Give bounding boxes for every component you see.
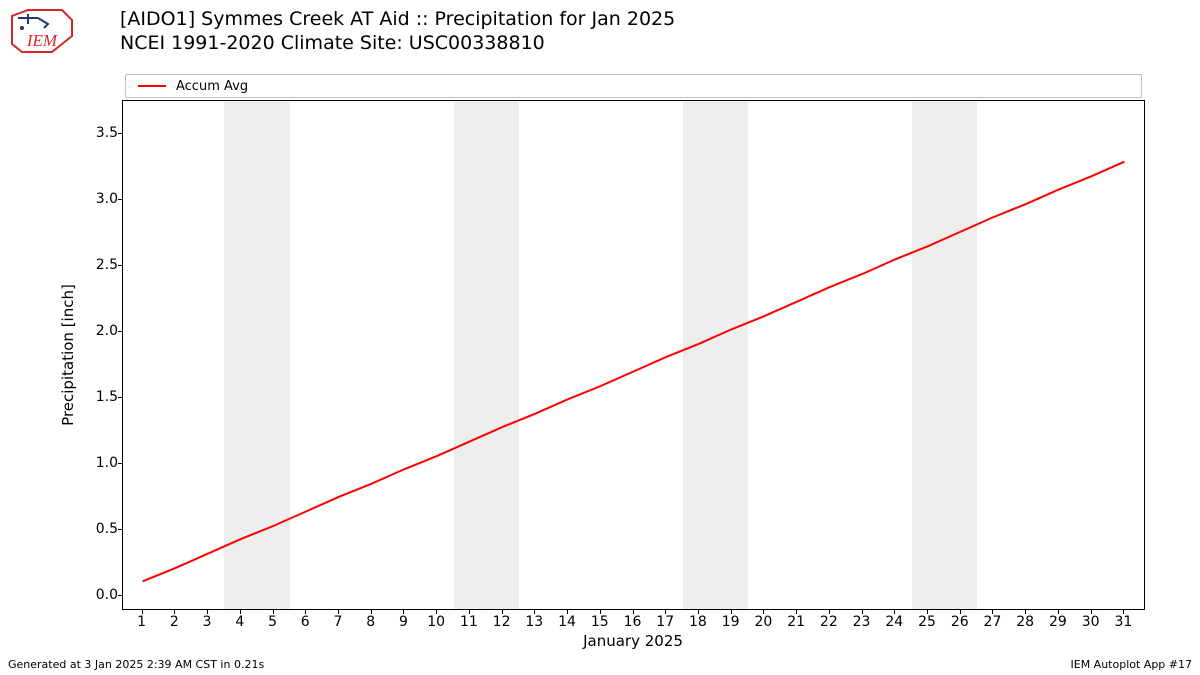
xtick-mark [796,610,797,614]
ytick-mark [118,529,122,530]
svg-text:IEM: IEM [26,31,58,50]
xtick-mark [469,610,470,614]
xtick-label: 3 [203,614,212,630]
xtick-label: 23 [853,614,871,630]
xtick-label: 16 [624,614,642,630]
ytick-label: 1.5 [96,389,118,405]
xtick-mark [534,610,535,614]
xtick-mark [338,610,339,614]
xtick-mark [305,610,306,614]
xtick-mark [960,610,961,614]
ytick-mark [118,463,122,464]
title-line-1: [AIDO1] Symmes Creek AT Aid :: Precipita… [120,8,675,32]
ytick-label: 0.0 [96,587,118,603]
xtick-mark [273,610,274,614]
xtick-mark [1025,610,1026,614]
ytick-label: 0.5 [96,521,118,537]
xtick-label: 24 [885,614,903,630]
xtick-label: 28 [1016,614,1034,630]
xtick-mark [371,610,372,614]
footer-generated: Generated at 3 Jan 2025 2:39 AM CST in 0… [8,658,264,671]
xtick-label: 15 [591,614,609,630]
ytick-mark [118,397,122,398]
xtick-mark [502,610,503,614]
xtick-label: 5 [268,614,277,630]
legend: Accum Avg [125,74,1142,98]
xtick-mark [600,610,601,614]
xtick-label: 31 [1114,614,1132,630]
plot-area [122,100,1145,610]
line-series [123,101,1144,609]
xtick-label: 9 [399,614,408,630]
xtick-mark [240,610,241,614]
xtick-label: 2 [170,614,179,630]
xtick-label: 7 [334,614,343,630]
xtick-mark [207,610,208,614]
xtick-label: 12 [493,614,511,630]
ytick-mark [118,331,122,332]
xtick-mark [862,610,863,614]
xtick-mark [436,610,437,614]
ytick-label: 3.5 [96,125,118,141]
ytick-mark [118,595,122,596]
y-axis-label: Precipitation [inch] [59,284,77,426]
ytick-label: 1.0 [96,455,118,471]
ytick-label: 2.5 [96,257,118,273]
xtick-label: 19 [722,614,740,630]
xtick-label: 27 [984,614,1002,630]
chart-title: [AIDO1] Symmes Creek AT Aid :: Precipita… [120,8,675,56]
x-axis-label: January 2025 [583,632,683,650]
legend-label: Accum Avg [176,79,248,94]
xtick-mark [403,610,404,614]
xtick-mark [1058,610,1059,614]
xtick-mark [142,610,143,614]
xtick-mark [894,610,895,614]
xtick-label: 18 [689,614,707,630]
xtick-label: 22 [820,614,838,630]
legend-swatch [138,85,166,87]
xtick-label: 25 [918,614,936,630]
ytick-mark [118,199,122,200]
xtick-label: 21 [787,614,805,630]
xtick-mark [567,610,568,614]
ytick-label: 3.0 [96,191,118,207]
xtick-mark [665,610,666,614]
xtick-mark [763,610,764,614]
xtick-label: 11 [460,614,478,630]
iem-logo: IEM [8,6,76,54]
xtick-mark [829,610,830,614]
xtick-label: 30 [1082,614,1100,630]
xtick-label: 14 [558,614,576,630]
xtick-label: 29 [1049,614,1067,630]
xtick-label: 10 [427,614,445,630]
xtick-label: 8 [366,614,375,630]
xtick-label: 6 [301,614,310,630]
xtick-label: 17 [656,614,674,630]
xtick-mark [174,610,175,614]
xtick-label: 13 [525,614,543,630]
xtick-mark [992,610,993,614]
title-line-2: NCEI 1991-2020 Climate Site: USC00338810 [120,32,675,56]
footer-app: IEM Autoplot App #17 [1071,658,1193,671]
ytick-label: 2.0 [96,323,118,339]
xtick-mark [1123,610,1124,614]
xtick-mark [633,610,634,614]
xtick-label: 1 [137,614,146,630]
xtick-mark [698,610,699,614]
xtick-mark [1091,610,1092,614]
xtick-label: 20 [754,614,772,630]
xtick-label: 26 [951,614,969,630]
ytick-mark [118,265,122,266]
xtick-mark [731,610,732,614]
ytick-mark [118,133,122,134]
xtick-label: 4 [235,614,244,630]
xtick-mark [927,610,928,614]
